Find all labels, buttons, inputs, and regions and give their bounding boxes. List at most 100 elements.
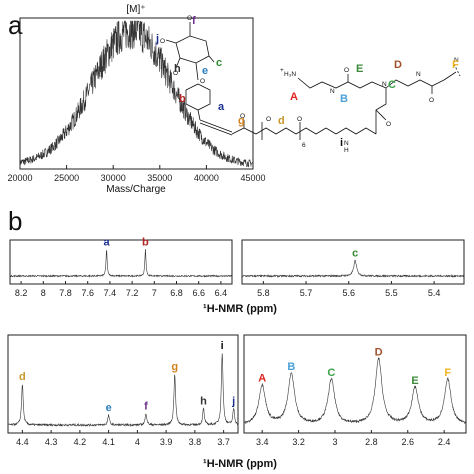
peak-label-E: E — [411, 375, 418, 387]
phenyl-to-alkyne — [197, 109, 201, 121]
nmr1-xtick-label: 7.6 — [81, 288, 94, 298]
nmr4-xtick-label: 2.8 — [365, 437, 378, 447]
peak-label-F: F — [444, 367, 451, 379]
peak-label-D: D — [375, 346, 383, 358]
periphery-bond — [443, 71, 457, 81]
periphery-N: N — [454, 57, 459, 64]
structure-label-i: i — [340, 137, 343, 149]
peak-label-b: b — [142, 236, 149, 248]
nmr3-trace — [7, 353, 239, 428]
ms-xtick-label: 20000 — [7, 173, 32, 183]
atom-O-j: O — [160, 38, 165, 45]
panel-label-b: b — [8, 206, 22, 236]
nmr2-xtick-label: 5.8 — [257, 288, 270, 298]
structure-label-f: f — [192, 15, 196, 27]
mass-spectrum-plot: 20000 25000 30000 35000 40000 45000 [M]⁺ Mass… — [7, 4, 265, 195]
nmr4-xtick-label: 2.4 — [438, 437, 451, 447]
alkyne-bond-1 — [199, 119, 233, 133]
amide-H-1: H — [344, 147, 349, 154]
nmr1-xtick-label: 7.4 — [104, 288, 117, 298]
sugar-to-oxygen — [195, 62, 199, 81]
peak-label-h: h — [200, 396, 207, 408]
nmr1-xtick-label: 7.2 — [126, 288, 139, 298]
core-N: N — [382, 81, 387, 88]
structure-label-B: B — [340, 93, 348, 105]
nmr4-xtick-label: 2.6 — [402, 437, 415, 447]
terminal-amine: H₃N — [284, 71, 296, 78]
structure-label-j: j — [155, 33, 159, 45]
nmr4-xtick-label: 3.4 — [256, 437, 269, 447]
nmr4-xtick-label: 3 — [332, 437, 337, 447]
nmr3-xtick-label: 4.2 — [74, 437, 87, 447]
nmr3-xtick-label: 3.7 — [217, 437, 230, 447]
peak-label-e: e — [106, 402, 112, 414]
sugar-bond-h — [175, 57, 181, 69]
nmr1-xtick-label: 8.2 — [15, 288, 28, 298]
upper-arm-left — [297, 77, 387, 89]
structure-label-d: d — [278, 115, 285, 127]
ms-xtick-label: 35000 — [147, 173, 172, 183]
amide-N-3: N — [416, 71, 421, 78]
mass-spectrum-xlabel: Mass/Charge — [106, 184, 166, 195]
nmr2-xtick-label: 5.7 — [300, 288, 313, 298]
nmr-sugar-peg-plot: 4.4 4.3 4.2 4.1 4 3.9 3.8 3.7 d e f g h i j — [7, 334, 239, 447]
core-chain — [325, 127, 377, 135]
nmr3-xtick-label: 4.1 — [102, 437, 115, 447]
peg-O-2: O — [297, 116, 302, 123]
amide-N-1: N — [344, 140, 349, 147]
atom-O-glycoside: O — [200, 78, 205, 85]
nmr4-xtick-label: 3.2 — [292, 437, 305, 447]
sugar-bond-c — [208, 55, 215, 63]
nmr1-xtick-label: 6.6 — [192, 288, 205, 298]
phenyl-ring — [185, 83, 211, 111]
peak-label-i: i — [221, 340, 224, 352]
nmr-dendrimer-plot: 3.4 3.2 3 2.8 2.6 2.4 A B C D E F — [243, 334, 467, 447]
structure-label-b: b — [179, 93, 186, 105]
nmr1-xtick-label: 7 — [152, 288, 157, 298]
nmr1-xtick-label: 8 — [41, 288, 46, 298]
mass-spectrum-xticks: 20000 25000 30000 35000 40000 45000 — [7, 165, 266, 183]
nmr3-xtick-label: 4.4 — [16, 437, 29, 447]
glycodendrimer-structure — [165, 22, 461, 140]
nmr3-xtick-label: 4 — [135, 437, 140, 447]
structure-label-g: g — [238, 115, 245, 127]
peak-label-B: B — [287, 361, 295, 373]
core-branch-up — [375, 88, 387, 134]
structure-label-A: A — [290, 91, 298, 103]
peak-label-C: C — [327, 367, 335, 379]
alkyne-bond-2 — [199, 122, 233, 136]
carbonyl-O-3: O — [386, 121, 391, 128]
amine-charge: + — [280, 67, 284, 74]
atom-O-h: O — [173, 70, 178, 77]
peg-repeat: 6 — [302, 142, 306, 149]
nmr-anomeric-plot: 5.8 5.7 5.6 5.5 5.4 c — [241, 239, 465, 298]
structure-label-E: E — [356, 63, 363, 75]
peak-label-j: j — [231, 396, 235, 408]
nmr-anomeric-frame — [241, 239, 465, 285]
nmr1-xtick-label: 6.4 — [215, 288, 228, 298]
ms-xtick-label: 30000 — [101, 173, 126, 183]
structure-label-F: F — [452, 59, 459, 71]
nmr-top-xlabel: ¹H-NMR (ppm) — [203, 303, 277, 315]
nmr3-xtick-label: 3.8 — [189, 437, 202, 447]
nmr1-xtick-label: 6.8 — [170, 288, 183, 298]
peak-label-A: A — [258, 373, 266, 385]
structure-proton-labels: f j ec h i b a g dA B CD E F — [155, 15, 459, 149]
nmr-aromatic-frame — [9, 239, 233, 285]
peak-label-d: d — [19, 371, 26, 383]
mass-spectrum-trace — [19, 20, 254, 168]
nmr1-xtick-label: 7.8 — [59, 288, 72, 298]
peg-brackets — [261, 122, 301, 140]
nmr3-xtick-label: 4.3 — [45, 437, 58, 447]
nmr-aromatic-plot: 8.2 8 7.8 7.6 7.4 7.2 7 6.8 6.6 6.4 a b — [9, 236, 233, 298]
peak-label-c: c — [352, 248, 358, 260]
peak-label-f: f — [144, 401, 148, 413]
atom-O-f: O — [187, 15, 192, 22]
nmr-dendrimer-frame — [243, 334, 467, 434]
sugar-bond-j — [165, 39, 177, 44]
mass-spectrum-annotation: [M]⁺ — [126, 4, 145, 15]
structure-label-C: C — [388, 79, 396, 91]
structure-label-h: h — [174, 63, 181, 75]
amide-N-2: N — [330, 88, 335, 95]
